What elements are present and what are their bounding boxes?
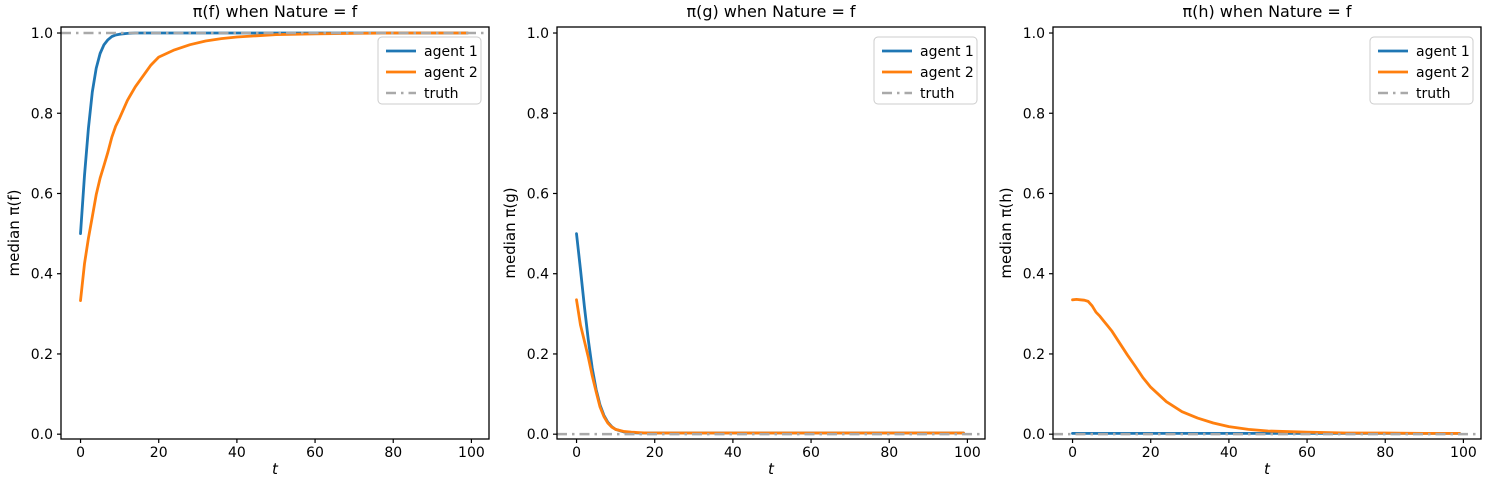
y-tick-label: 1.0 (527, 26, 549, 42)
y-tick-label: 1.0 (31, 26, 53, 42)
y-tick-label: 0.6 (1023, 186, 1045, 202)
y-tick-label: 0.0 (31, 427, 53, 443)
x-tick-label: 20 (1142, 445, 1160, 461)
legend (377, 36, 482, 105)
x-axis-label: t (768, 460, 774, 478)
axes-frame (1052, 26, 1482, 440)
axes-frame (556, 26, 986, 440)
x-tick-label: 100 (954, 445, 981, 461)
x-tick-label: 0 (1068, 445, 1077, 461)
series-agent-1 (575, 232, 965, 435)
x-tick-label: 100 (1450, 445, 1477, 461)
x-tick-label: 80 (1376, 445, 1394, 461)
legend-label: agent 2 (1416, 65, 1470, 81)
panel-pi-h: π(h) when Nature = f median π(h) t 0 20 40… (992, 0, 1489, 490)
x-tick-label: 20 (646, 445, 664, 461)
panel-pi-f: π(f) when Nature = f median π(f) t 0 20 40… (0, 0, 497, 490)
axes-frame (60, 26, 490, 440)
x-tick-label: 0 (76, 445, 85, 461)
legend-label: agent 2 (424, 65, 478, 81)
x-tick-label: 100 (458, 445, 485, 461)
legend (873, 36, 978, 105)
y-tick-label: 0.4 (31, 267, 53, 283)
x-axis-label: t (272, 460, 278, 478)
panel-pi-g: π(g) when Nature = f median π(g) t 0 20 40… (496, 0, 993, 490)
legend-label: truth (920, 86, 954, 102)
series-agent-2 (575, 298, 965, 435)
x-axis-label: t (1264, 460, 1270, 478)
y-tick-label: 0.8 (527, 106, 549, 122)
legend-label: agent 1 (920, 44, 974, 60)
y-tick-label: 0.8 (31, 106, 53, 122)
y-tick-label: 0.6 (31, 186, 53, 202)
legend (1369, 36, 1474, 105)
plot-area: 0 20 40 60 80 100 0.0 0.2 0.4 0.6 0.8 1.0 agent 1 age… (527, 26, 986, 461)
panel-title: π(g) when Nature = f (686, 2, 856, 21)
y-tick-label: 0.4 (527, 267, 549, 283)
legend-label: truth (1416, 86, 1450, 102)
x-tick-label: 80 (880, 445, 898, 461)
legend-label: agent 1 (424, 44, 478, 60)
y-tick-label: 0.6 (527, 186, 549, 202)
plot-area: 0 20 40 60 80 100 0.0 0.2 0.4 0.6 0.8 1.0 agent 1 age… (1023, 26, 1482, 461)
y-tick-label: 0.2 (1023, 347, 1045, 363)
y-tick-label: 0.0 (1023, 427, 1045, 443)
panel-title: π(f) when Nature = f (192, 2, 358, 21)
y-tick-label: 1.0 (1023, 26, 1045, 42)
plot-area: 0 20 40 60 80 100 0.0 0.2 0.4 0.6 0.8 1.0 agent 1 age… (31, 26, 490, 461)
panel-title: π(h) when Nature = f (1182, 2, 1352, 21)
y-tick-label: 0.4 (1023, 267, 1045, 283)
y-tick-label: 0.2 (527, 347, 549, 363)
x-tick-label: 40 (228, 445, 246, 461)
x-tick-label: 60 (1298, 445, 1316, 461)
x-tick-label: 40 (1220, 445, 1238, 461)
x-tick-label: 60 (306, 445, 324, 461)
y-tick-label: 0.2 (31, 347, 53, 363)
series-agent-2 (1071, 298, 1461, 435)
x-tick-label: 80 (384, 445, 402, 461)
legend-label: agent 2 (920, 65, 974, 81)
x-tick-label: 0 (572, 445, 581, 461)
legend-label: agent 1 (1416, 44, 1470, 60)
x-tick-label: 60 (802, 445, 820, 461)
y-tick-label: 0.8 (1023, 106, 1045, 122)
x-tick-label: 20 (150, 445, 168, 461)
x-tick-label: 40 (724, 445, 742, 461)
legend-label: truth (424, 86, 458, 102)
y-tick-label: 0.0 (527, 427, 549, 443)
